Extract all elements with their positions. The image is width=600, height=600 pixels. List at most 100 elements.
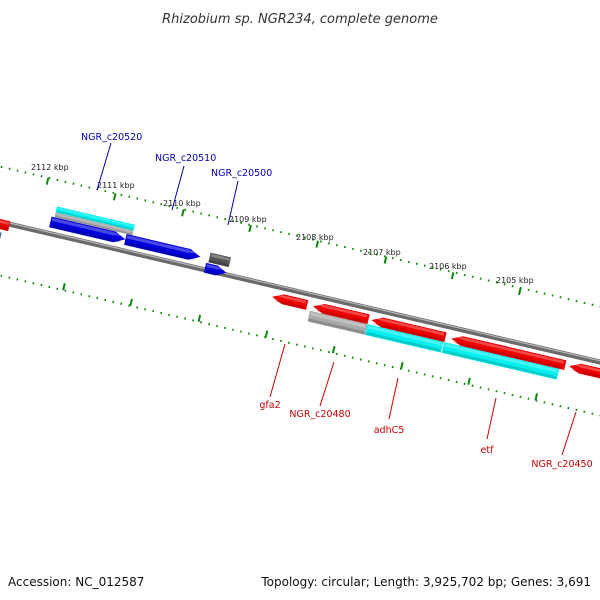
gene-arrow-pseudo-shine — [210, 253, 230, 261]
cds-feature-shadow — [56, 210, 133, 230]
gene-leader-line — [171, 165, 185, 211]
gene-gray-feature-shadow — [308, 318, 365, 335]
gene-arrow-reverse-shine — [373, 317, 445, 336]
major-tick-lower — [400, 361, 404, 370]
gene-gray-feature — [307, 310, 368, 335]
gene-gray-feature-shine — [309, 311, 367, 328]
major-tick — [248, 224, 252, 233]
cds-feature — [364, 324, 444, 353]
gene-label-reverse: NGR_c20450 — [531, 459, 592, 470]
gene-gray-feature-body — [307, 310, 368, 335]
gene-arrow-reverse-shine — [314, 304, 368, 318]
gene-arrow-reverse — [569, 363, 600, 379]
tick-label: 2106 kbp — [429, 262, 467, 271]
gene-arrow-partial-blue — [0, 232, 2, 240]
major-tick-lower — [534, 393, 539, 401]
gene-arrow-reverse — [371, 317, 447, 343]
gene-label-reverse: gfa2 — [259, 400, 280, 411]
major-tick — [315, 240, 320, 248]
cds-feature-body — [441, 342, 560, 380]
tick-label: 2110 kbp — [163, 199, 201, 208]
gene-arrow-reverse — [451, 336, 567, 371]
cds-feature-shine — [57, 207, 134, 227]
tick-label: 2105 kbp — [496, 276, 534, 285]
major-tick — [383, 256, 388, 264]
genome-backbone-highlight — [0, 220, 600, 362]
gene-arrow-partial-shine — [0, 219, 10, 225]
gene-gray-feature-shine — [56, 213, 133, 233]
cds-feature — [441, 342, 560, 380]
gene-arrow-reverse-shine — [570, 363, 600, 373]
major-tick-lower — [467, 377, 471, 385]
gene-arrow-reverse-shadow — [314, 309, 366, 323]
cds-feature-body — [364, 324, 444, 353]
tick-label: 2111 kbp — [97, 181, 135, 190]
gene-arrow-forward-body — [124, 234, 201, 260]
gene-arrow-reverse-body — [313, 303, 370, 325]
accession-text: Accession: NC_012587 — [8, 575, 144, 589]
gene-leader-line — [227, 180, 239, 226]
gene-arrow-reverse-body — [371, 317, 447, 343]
gene-label-reverse: NGR_c20480 — [289, 409, 350, 420]
gene-label-reverse: adhC5 — [374, 425, 405, 436]
lower-tick-row — [0, 274, 600, 417]
major-tick — [181, 209, 185, 217]
gene-label-forward: NGR_c20510 — [155, 153, 216, 164]
gene-arrow-forward-shine — [126, 235, 200, 254]
tick-label: 2109 kbp — [229, 215, 267, 224]
map-title: Rhizobium sp. NGR234, complete genome — [162, 12, 438, 27]
tick-label: 2107 kbp — [363, 248, 401, 257]
gene-arrow-forward-shine — [206, 264, 226, 270]
major-tick — [518, 287, 522, 296]
major-tick-lower — [62, 283, 66, 291]
gene-arrow-reverse-shine — [452, 336, 565, 364]
major-tick — [112, 193, 117, 201]
gene-arrow-reverse-shadow — [273, 300, 304, 309]
gene-arrow-reverse-body — [569, 363, 600, 379]
gene-arrow-partial-shadow — [0, 226, 8, 231]
gene-arrow-forward-body — [49, 216, 126, 243]
cds-feature-shine — [444, 343, 559, 373]
major-tick-lower — [331, 346, 336, 354]
cds-feature-body — [55, 206, 135, 231]
gene-arrow-pseudo-body — [208, 252, 231, 268]
gene-arrow-partial — [0, 218, 11, 232]
gene-leader-line — [388, 377, 399, 420]
gene-arrow-reverse-body — [451, 336, 567, 371]
gene-gray-feature — [54, 212, 134, 236]
gene-label-forward: NGR_c20500 — [211, 168, 272, 179]
gene-arrow-forward — [203, 262, 227, 276]
major-tick-lower — [129, 298, 133, 307]
gene-leader-line — [486, 397, 497, 440]
gene-arrow-pseudo-shadow — [209, 259, 229, 267]
gene-arrow-reverse — [313, 303, 370, 325]
gene-label-forward: NGR_c20520 — [81, 132, 142, 143]
gene-arrow-reverse-shadow — [452, 342, 562, 369]
major-tick — [45, 177, 50, 185]
genome-backbone — [0, 219, 600, 365]
gene-arrow-forward-body — [203, 262, 227, 276]
gene-leader-line — [96, 142, 112, 191]
tick-label: 2108 kbp — [296, 233, 334, 242]
gene-arrow-forward-shadow — [205, 270, 223, 276]
cds-feature — [55, 206, 135, 231]
major-tick — [450, 272, 455, 280]
gene-arrow-reverse-body — [272, 294, 309, 310]
cds-feature-shadow — [442, 349, 557, 379]
cds-feature-shadow — [365, 331, 441, 352]
gene-arrow-forward-shadow — [126, 242, 197, 260]
gene-arrow-reverse-shadow — [372, 323, 443, 341]
gene-arrow-reverse-shadow — [570, 369, 600, 378]
gene-arrow-forward — [49, 216, 126, 243]
gene-arrow-forward-shadow — [51, 224, 122, 243]
gene-arrow-forward — [124, 234, 201, 260]
cds-feature-shine — [367, 325, 443, 346]
gene-arrow-partial-blue-body — [0, 232, 2, 240]
gene-leader-line — [319, 361, 335, 407]
gene-leader-line — [561, 411, 577, 456]
gene-label-reverse: etf — [481, 445, 495, 456]
gene-arrow-reverse-shine — [273, 294, 307, 304]
tick-label: 2112 kbp — [31, 163, 69, 172]
gene-gray-feature-shadow — [55, 216, 132, 235]
